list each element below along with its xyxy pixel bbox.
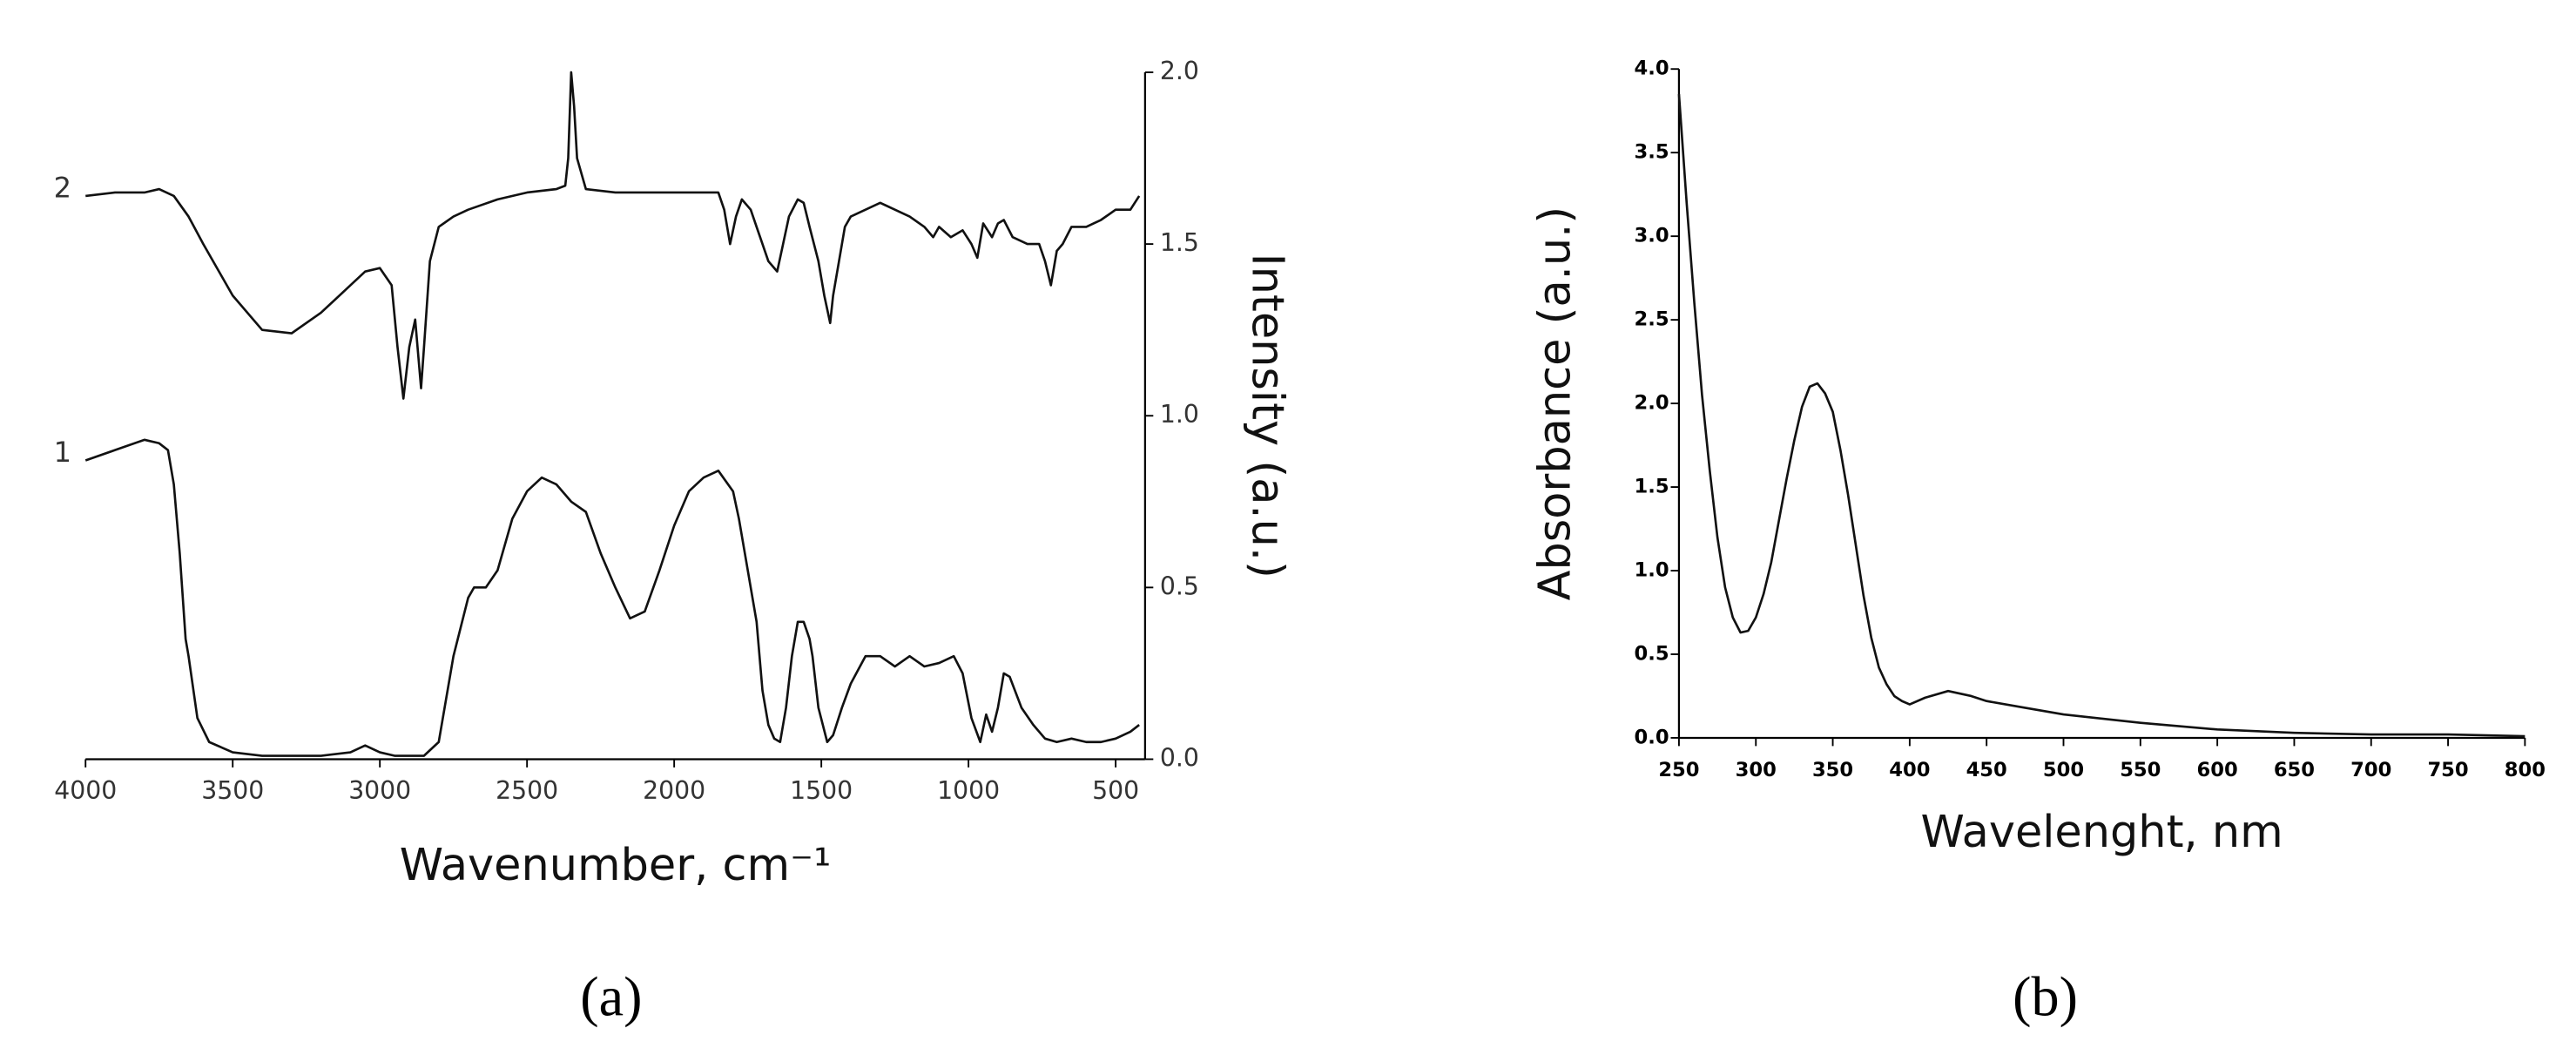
x-tick-label: 1000: [937, 776, 1000, 805]
spectrum-line: [85, 71, 1141, 400]
y-tick-label: 0.5: [1635, 642, 1669, 665]
x-tick-label: 500: [2043, 759, 2084, 781]
y-tick-label: 3.0: [1635, 225, 1669, 247]
x-tick-label: 300: [1736, 759, 1777, 781]
x-tick-label: 550: [2120, 759, 2161, 781]
y-tick-label: 3.5: [1635, 141, 1669, 164]
x-tick-label: 800: [2505, 759, 2546, 781]
y-tick-label: 0.0: [1160, 743, 1199, 772]
y-tick-label: 2.0: [1160, 57, 1199, 85]
y-tick-label: 0.0: [1635, 726, 1669, 748]
caption: (a): [580, 965, 642, 1027]
y-tick-label: 1.0: [1635, 559, 1669, 582]
x-tick-label: 250: [1658, 759, 1699, 781]
x-tick-label: 3500: [201, 776, 264, 805]
x-tick-label: 400: [1889, 759, 1930, 781]
y-tick-label: 4.0: [1635, 57, 1669, 80]
x-axis-title: Wavelenght, nm: [1921, 807, 2283, 858]
x-tick-label: 750: [2427, 759, 2468, 781]
spectrum-line: [84, 438, 1140, 757]
x-tick-label: 500: [1092, 776, 1139, 805]
y-axis-title: Intensity (a.u.): [1242, 254, 1293, 578]
series-label: 1: [54, 436, 71, 469]
caption: (b): [2013, 965, 2078, 1027]
x-tick-label: 350: [1812, 759, 1853, 781]
x-tick-label: 4000: [54, 776, 117, 805]
y-tick-label: 1.5: [1160, 228, 1199, 257]
y-tick-label: 2.0: [1635, 392, 1669, 415]
x-tick-label: 2000: [643, 776, 705, 805]
series-label: 2: [54, 171, 71, 204]
x-tick-label: 3000: [348, 776, 411, 805]
y-tick-label: 2.5: [1635, 308, 1669, 331]
x-tick-label: 650: [2274, 759, 2315, 781]
x-axis-title: Wavenumber, cm⁻¹: [400, 840, 832, 891]
y-tick-label: 1.5: [1635, 476, 1669, 498]
y-tick-label: 0.5: [1160, 571, 1199, 600]
x-tick-label: 600: [2197, 759, 2238, 781]
x-tick-label: 2500: [496, 776, 558, 805]
y-axis-title: Absorbance (a.u.): [1529, 206, 1581, 601]
x-tick-label: 700: [2350, 759, 2391, 781]
spectrum-line: [1677, 93, 2525, 738]
x-tick-label: 1500: [790, 776, 853, 805]
y-tick-label: 1.0: [1160, 400, 1199, 429]
x-tick-label: 450: [1966, 759, 2007, 781]
